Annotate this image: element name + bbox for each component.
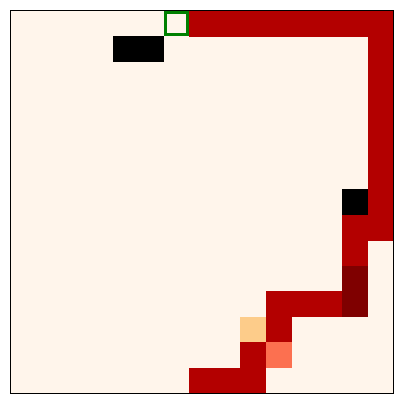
grid-cell-path — [291, 11, 318, 37]
grid-cell-path — [240, 11, 267, 37]
grid-cell-path — [189, 11, 216, 37]
grid-cell-wall — [138, 36, 165, 63]
grid-cell-path — [367, 138, 393, 165]
grid-cell-path — [265, 11, 292, 37]
grid-cell-path — [342, 240, 369, 267]
grid-cell-path — [367, 61, 393, 88]
grid-cell-wall — [112, 36, 139, 63]
game-board[interactable] — [10, 10, 394, 394]
grid-cell-dark-path — [342, 291, 369, 318]
grid-cell-path — [367, 112, 393, 139]
grid-cell-path — [291, 291, 318, 318]
grid-cell-path — [240, 367, 267, 393]
grid-cell-path — [214, 367, 241, 393]
grid-cell-path — [265, 291, 292, 318]
grid-cell-salmon — [265, 342, 292, 369]
grid-cell-path — [240, 342, 267, 369]
grid-cell-path — [342, 11, 369, 37]
grid-cell-path — [367, 189, 393, 216]
grid-cell-path — [367, 214, 393, 241]
grid-cell-path — [367, 36, 393, 63]
grid-cell-path — [214, 11, 241, 37]
grid-cell-path — [367, 163, 393, 190]
grid-cell-path — [316, 11, 343, 37]
grid-cell-path — [367, 87, 393, 114]
grid-cell-path — [367, 11, 393, 37]
grid-cell-light-peach — [240, 316, 267, 343]
grid-cell-path — [265, 316, 292, 343]
cursor-highlight[interactable] — [163, 11, 190, 37]
grid-cell-path — [189, 367, 216, 393]
grid-cell-wall — [342, 189, 369, 216]
grid-cell-path — [342, 214, 369, 241]
grid-cell-path — [316, 291, 343, 318]
grid-cell-dark-path — [342, 265, 369, 292]
